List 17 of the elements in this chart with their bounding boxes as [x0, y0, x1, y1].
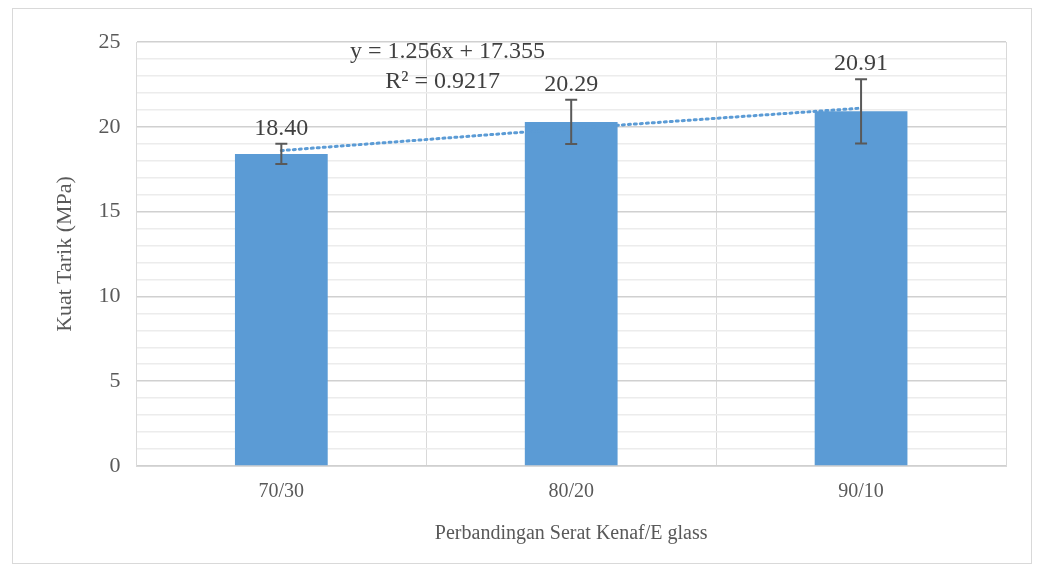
data-label: 20.91	[834, 49, 889, 76]
data-label: 18.40	[254, 114, 309, 141]
y-tick-label: 5	[109, 366, 121, 392]
x-tick-label: 70/30	[258, 479, 305, 502]
y-tick-label: 20	[98, 112, 121, 138]
annotation: R² = 0.9217	[385, 67, 500, 94]
y-tick-label: 15	[98, 197, 121, 223]
x-axis-title: Perbandingan Serat Kenaf/E glass	[434, 521, 708, 545]
x-tick-label: 80/20	[548, 479, 594, 502]
y-tick-label: 10	[98, 282, 121, 308]
y-tick-label: 0	[109, 451, 121, 477]
y-axis-title: Kuat Tarik (MPa)	[50, 176, 76, 332]
annotation: y = 1.256x + 17.355	[349, 37, 545, 64]
y-tick-label: 25	[98, 27, 121, 53]
x-tick-label: 90/10	[838, 479, 884, 502]
bar	[234, 153, 328, 466]
data-label: 20.29	[544, 70, 599, 97]
